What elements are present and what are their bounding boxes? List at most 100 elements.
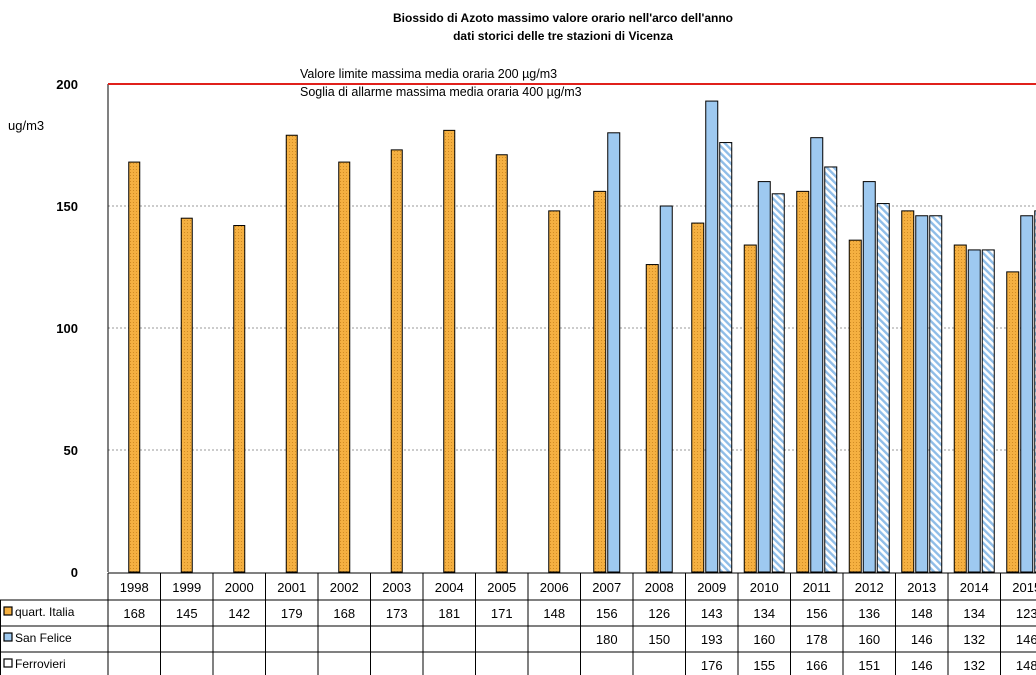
bar-san-felice: [1020, 215, 1034, 573]
x-tick-label: 2007: [592, 580, 621, 595]
bar-quart-italia: [691, 222, 705, 573]
bar-quart-italia: [495, 154, 508, 573]
table-cell: 142: [228, 606, 250, 621]
y-axis-label: ug/m3: [8, 118, 44, 133]
alarm-threshold-label: Soglia di allarme massima media oraria 4…: [300, 85, 582, 99]
table-cell: 179: [281, 606, 303, 621]
bar-quart-italia: [233, 225, 246, 573]
x-tick-label: 2000: [225, 580, 254, 595]
bar-quart-italia: [285, 134, 298, 573]
bar-quart-italia: [953, 244, 967, 573]
x-tick-label: 2001: [277, 580, 306, 595]
y-tick-label: 200: [56, 77, 78, 92]
grid-lines: [108, 205, 1036, 451]
table-cell: 146: [911, 658, 933, 673]
bar-san-felice: [862, 181, 876, 573]
data-table: 1998 1999 2000 2001 2002 2003 2004 2005 2006 2007…: [0, 572, 1036, 675]
bar-quart-italia: [1006, 271, 1020, 573]
table-cell: 155: [753, 658, 775, 673]
table-cell: 176: [701, 658, 723, 673]
table-cell: 156: [806, 606, 828, 621]
x-tick-label: 2013: [907, 580, 936, 595]
legend-swatch: [3, 632, 13, 642]
bar-quart-italia: [593, 190, 607, 573]
bar-san-felice: [659, 205, 673, 573]
x-tick-label: 2009: [697, 580, 726, 595]
x-tick-label: 1999: [172, 580, 201, 595]
y-tick-label: 50: [64, 443, 78, 458]
bar-quart-italia: [338, 161, 351, 573]
bar-san-felice: [757, 181, 771, 573]
table-cell: 171: [491, 606, 513, 621]
chart-title-line2: dati storici delle tre stazioni di Vicen…: [453, 29, 673, 43]
table-cell: 150: [648, 632, 670, 647]
bar-ferrovieri: [771, 193, 785, 573]
table-cell: 193: [701, 632, 723, 647]
table-cell: 134: [753, 606, 775, 621]
table-cell: 145: [176, 606, 198, 621]
table-cell: 132: [963, 658, 985, 673]
x-tick-label: 1998: [120, 580, 149, 595]
table-cell: 160: [753, 632, 775, 647]
bar-ferrovieri: [981, 249, 995, 573]
y-tick-labels: 0 50 100 150 200: [56, 77, 78, 580]
legend-swatch: [3, 658, 13, 668]
x-tick-label: 2005: [487, 580, 516, 595]
bar-quart-italia: [743, 244, 757, 573]
table-cell: 168: [123, 606, 145, 621]
table-cell: 181: [438, 606, 460, 621]
legend-entry: San Felice: [15, 631, 72, 645]
limit-line-label: Valore limite massima media oraria 200 µ…: [300, 67, 557, 81]
table-cell: 134: [963, 606, 985, 621]
bar-quart-italia: [128, 161, 141, 573]
table-cell: 180: [596, 632, 618, 647]
table-cell: 132: [963, 632, 985, 647]
table-cell: 173: [386, 606, 408, 621]
bar-quart-italia: [796, 190, 810, 573]
x-tick-label: 2011: [803, 580, 831, 595]
bar-quart-italia: [548, 210, 561, 573]
bar-ferrovieri: [876, 203, 890, 573]
bar-san-felice: [705, 100, 719, 573]
y-tick-label: 100: [56, 321, 78, 336]
table-cell: 146: [911, 632, 933, 647]
table-cell: 123: [1016, 606, 1036, 621]
bar-quart-italia: [848, 239, 862, 573]
bar-san-felice: [915, 215, 929, 573]
bar-ferrovieri: [929, 215, 943, 573]
bar-san-felice: [607, 132, 621, 573]
x-tick-label: 2004: [435, 580, 464, 595]
table-cell: 160: [858, 632, 880, 647]
bar-san-felice: [810, 137, 824, 573]
table-cell: 143: [701, 606, 723, 621]
table-cell: 168: [333, 606, 355, 621]
y-tick-label: 150: [56, 199, 78, 214]
bar-quart-italia: [645, 264, 659, 573]
bar-quart-italia: [901, 210, 915, 573]
x-tick-label: 2006: [540, 580, 569, 595]
table-cell: 148: [1016, 658, 1036, 673]
legend-entry: quart. Italia: [15, 605, 75, 619]
x-tick-label: 2012: [855, 580, 884, 595]
table-cell: 178: [806, 632, 828, 647]
table-cell: 156: [596, 606, 618, 621]
table-cell: 146: [1016, 632, 1036, 647]
legend-entry: Ferrovieri: [15, 657, 66, 671]
table-cell: 148: [911, 606, 933, 621]
x-tick-label: 2002: [330, 580, 359, 595]
table-cell: 136: [858, 606, 880, 621]
x-tick-label: 2014: [960, 580, 989, 595]
legend-swatch: [3, 606, 13, 616]
x-tick-label: 2008: [645, 580, 674, 595]
chart-title-line1: Biossido di Azoto massimo valore orario …: [393, 11, 733, 25]
bar-ferrovieri: [719, 142, 733, 573]
x-tick-label: 2015: [1012, 580, 1036, 595]
y-tick-label: 0: [71, 565, 78, 580]
bar-quart-italia: [443, 129, 456, 573]
bar-ferrovieri: [824, 166, 838, 573]
table-cell: 151: [858, 658, 880, 673]
table-cell: 166: [806, 658, 828, 673]
bar-ferrovieri: [1034, 210, 1036, 573]
bar-quart-italia: [180, 217, 193, 573]
